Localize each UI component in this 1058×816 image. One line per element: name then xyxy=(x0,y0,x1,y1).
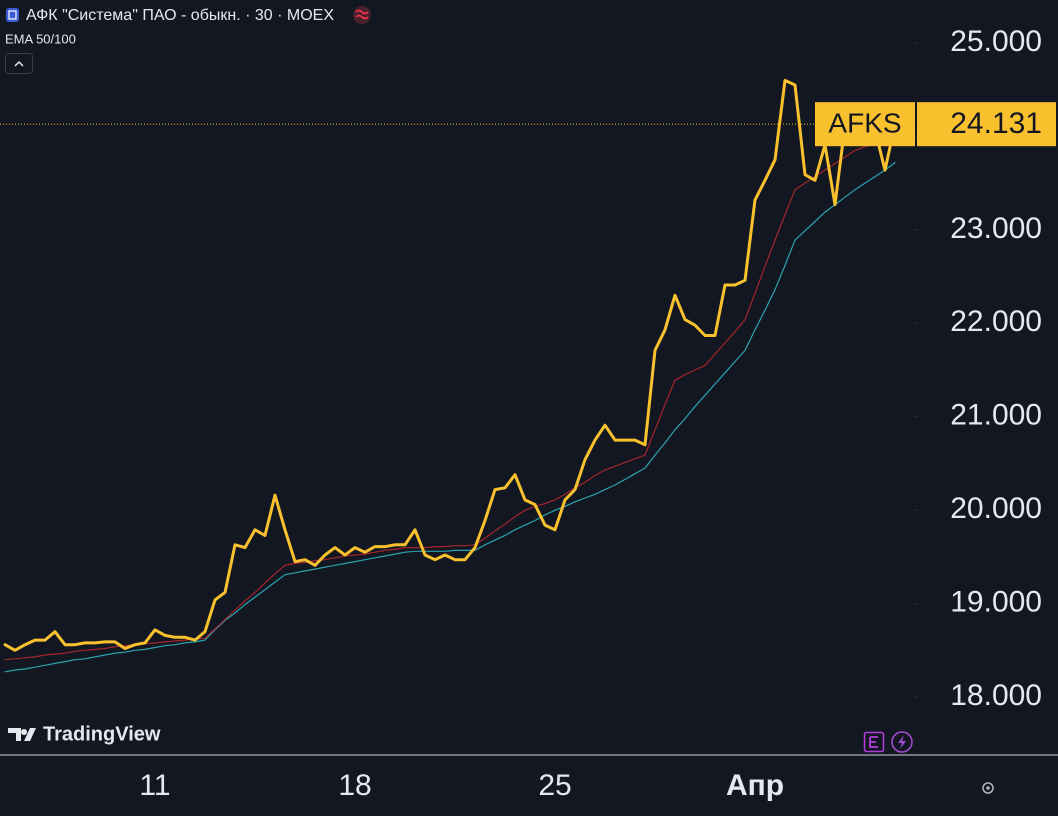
price-tag-label: 24.131 xyxy=(950,107,1042,140)
price-tag xyxy=(917,102,1056,147)
watermark-logo xyxy=(8,728,36,741)
status-icon[interactable] xyxy=(353,6,371,24)
settings-icon[interactable] xyxy=(982,782,994,794)
ema-line xyxy=(4,137,896,661)
dividends-glyph xyxy=(898,735,906,749)
earnings-icon[interactable] xyxy=(863,731,885,753)
y-tick-label: 23.000 xyxy=(950,212,1042,245)
y-tick-label: 18.000 xyxy=(950,679,1042,712)
collapse-arrow xyxy=(14,60,24,67)
x-tick-label: Апр xyxy=(726,769,784,802)
x-tick-label: 25 xyxy=(538,769,571,802)
x-tick-label: 18 xyxy=(338,769,371,802)
price-line xyxy=(3,78,897,652)
watermark: TradingView xyxy=(43,723,161,745)
collapse-button[interactable] xyxy=(5,53,33,74)
symbol-tag-label: AFKS xyxy=(828,108,901,139)
earnings-glyph xyxy=(869,736,878,748)
symbol-icon-glyph xyxy=(8,10,17,20)
symbol-tag xyxy=(815,102,915,147)
y-tick-label: 25.000 xyxy=(950,25,1042,58)
indicator-label: EMA 50/100 xyxy=(5,31,76,46)
chart-title: АФК "Система" ПАО - обыкн. · 30 · MOEX xyxy=(26,7,334,24)
symbol-icon xyxy=(6,8,19,22)
y-tick-label: 22.000 xyxy=(950,305,1042,338)
y-tick-label: 21.000 xyxy=(950,399,1042,432)
settings-icon-core xyxy=(986,786,990,790)
plot-area xyxy=(0,78,897,673)
ema-line xyxy=(4,162,896,673)
x-tick-label: 11 xyxy=(139,769,170,802)
dividends-icon[interactable] xyxy=(891,731,913,753)
y-tick-label: 20.000 xyxy=(950,492,1042,525)
y-tick-label: 19.000 xyxy=(950,586,1042,619)
status-icon-glyph xyxy=(355,9,369,20)
